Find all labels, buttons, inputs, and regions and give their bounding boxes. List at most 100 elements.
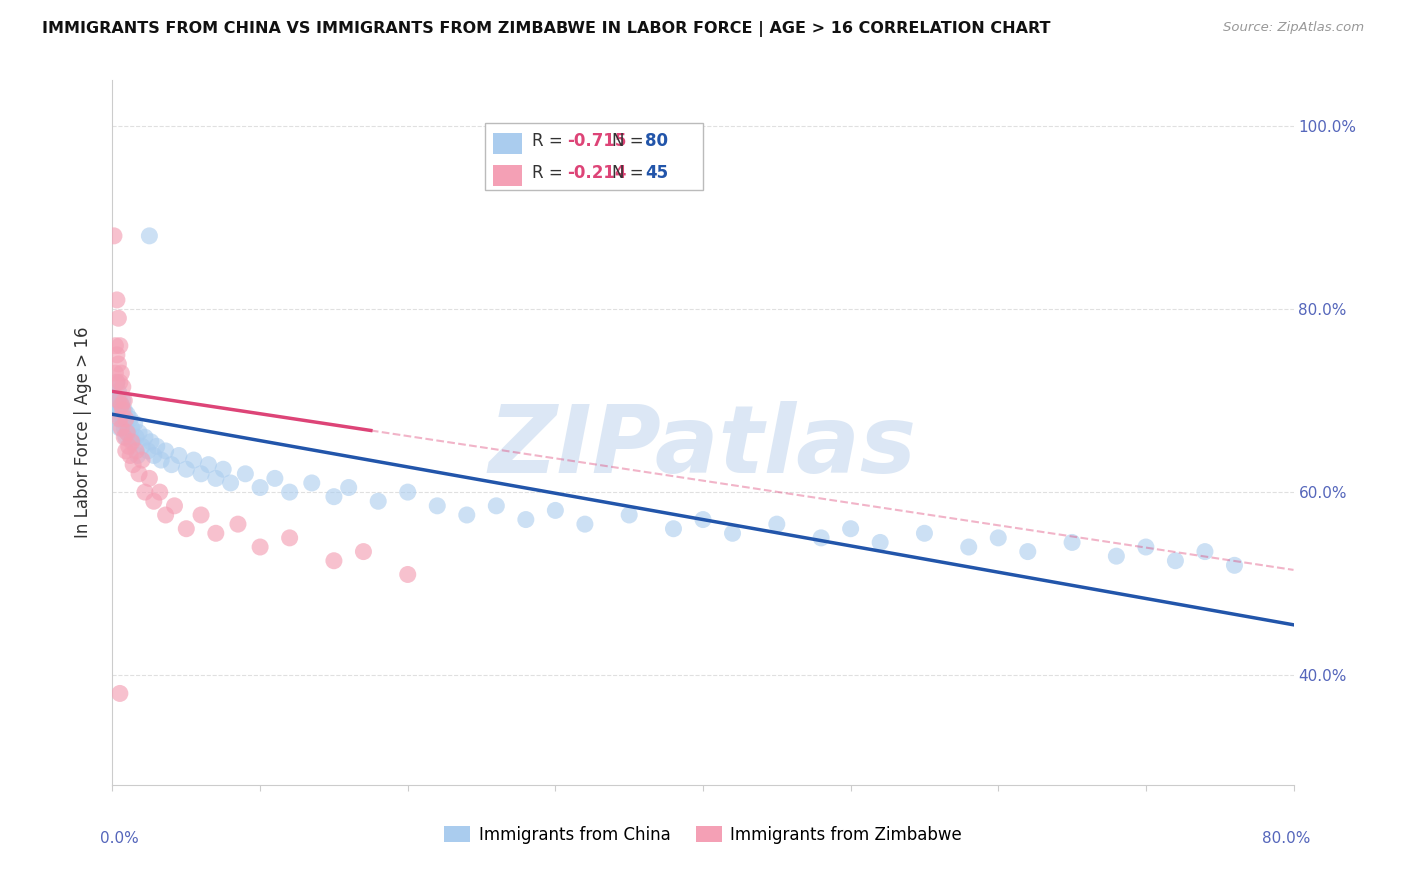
Point bbox=[212, 462, 235, 476]
Point bbox=[111, 402, 134, 417]
Point bbox=[396, 485, 419, 500]
Point bbox=[183, 453, 205, 467]
Point bbox=[107, 357, 129, 371]
Point bbox=[352, 544, 374, 558]
Point bbox=[249, 481, 271, 495]
Point bbox=[107, 393, 129, 408]
Point bbox=[112, 393, 135, 408]
Point bbox=[323, 554, 346, 568]
Point bbox=[155, 444, 177, 458]
Point bbox=[112, 421, 135, 435]
Point bbox=[426, 499, 449, 513]
Point bbox=[190, 508, 212, 522]
Point bbox=[111, 412, 134, 426]
Point bbox=[111, 393, 134, 408]
Text: 80: 80 bbox=[645, 132, 668, 151]
Point bbox=[146, 439, 169, 453]
Point bbox=[721, 526, 744, 541]
Point bbox=[190, 467, 212, 481]
Point bbox=[121, 421, 143, 435]
Point bbox=[117, 425, 138, 440]
Point bbox=[337, 481, 360, 495]
Point bbox=[110, 421, 132, 435]
Point bbox=[118, 439, 141, 453]
Point bbox=[839, 522, 862, 536]
Point bbox=[114, 412, 136, 426]
Point bbox=[160, 458, 183, 472]
Point bbox=[1062, 535, 1084, 549]
Point bbox=[278, 531, 301, 545]
Point bbox=[117, 407, 138, 421]
Point bbox=[134, 485, 156, 500]
Point bbox=[120, 430, 142, 444]
Point bbox=[110, 398, 132, 412]
Point bbox=[810, 531, 832, 545]
Point bbox=[142, 449, 165, 463]
Text: N =: N = bbox=[612, 164, 650, 183]
Point bbox=[136, 444, 159, 458]
Text: R =: R = bbox=[531, 164, 568, 183]
Legend: Immigrants from China, Immigrants from Zimbabwe: Immigrants from China, Immigrants from Z… bbox=[444, 826, 962, 844]
Point bbox=[105, 376, 128, 390]
Point bbox=[108, 339, 131, 353]
Point bbox=[1164, 554, 1187, 568]
Point bbox=[112, 402, 135, 417]
Point bbox=[138, 471, 160, 485]
Point bbox=[1194, 544, 1216, 558]
Point bbox=[219, 475, 242, 490]
Point bbox=[107, 398, 129, 412]
Point bbox=[108, 393, 131, 408]
Point bbox=[128, 425, 150, 440]
Point bbox=[174, 522, 197, 536]
Point bbox=[110, 407, 132, 421]
Point bbox=[163, 499, 186, 513]
Point bbox=[869, 535, 891, 549]
Text: 80.0%: 80.0% bbox=[1263, 831, 1310, 846]
Y-axis label: In Labor Force | Age > 16: In Labor Force | Age > 16 bbox=[73, 326, 91, 539]
Point bbox=[125, 430, 148, 444]
Bar bbox=[492, 165, 522, 186]
Point bbox=[105, 376, 128, 390]
Point bbox=[544, 503, 567, 517]
Point bbox=[278, 485, 301, 500]
Point bbox=[766, 517, 789, 532]
Point bbox=[104, 393, 127, 408]
Point bbox=[174, 462, 197, 476]
Point bbox=[120, 449, 142, 463]
Point bbox=[692, 512, 714, 526]
Point bbox=[108, 686, 131, 700]
Point bbox=[149, 485, 172, 500]
Point bbox=[197, 458, 219, 472]
Point bbox=[127, 449, 149, 463]
Text: 0.0%: 0.0% bbox=[100, 831, 139, 846]
Point bbox=[1105, 549, 1128, 564]
Point bbox=[485, 499, 508, 513]
Point bbox=[205, 526, 228, 541]
Point bbox=[114, 417, 136, 431]
Text: -0.715: -0.715 bbox=[567, 132, 627, 151]
Text: -0.214: -0.214 bbox=[567, 164, 627, 183]
Point bbox=[1017, 544, 1039, 558]
Point bbox=[128, 467, 150, 481]
FancyBboxPatch shape bbox=[485, 122, 703, 189]
Point bbox=[619, 508, 641, 522]
Text: IMMIGRANTS FROM CHINA VS IMMIGRANTS FROM ZIMBABWE IN LABOR FORCE | AGE > 16 CORR: IMMIGRANTS FROM CHINA VS IMMIGRANTS FROM… bbox=[42, 21, 1050, 37]
Point bbox=[233, 467, 256, 481]
Point bbox=[107, 384, 129, 399]
Point bbox=[122, 458, 145, 472]
Point bbox=[131, 453, 153, 467]
Point bbox=[125, 444, 148, 458]
Point bbox=[515, 512, 537, 526]
Point bbox=[103, 228, 125, 243]
Point bbox=[110, 366, 132, 380]
Point bbox=[456, 508, 478, 522]
Point bbox=[155, 508, 177, 522]
Text: N =: N = bbox=[612, 132, 650, 151]
Point bbox=[121, 434, 143, 449]
Point bbox=[396, 567, 419, 582]
Point bbox=[110, 398, 132, 412]
Point bbox=[301, 475, 323, 490]
Point bbox=[150, 453, 173, 467]
Point bbox=[105, 293, 128, 307]
Point bbox=[117, 425, 138, 440]
